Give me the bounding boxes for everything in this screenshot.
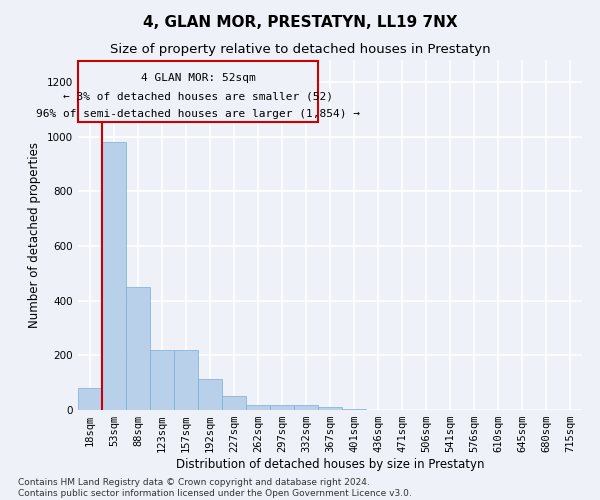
- Bar: [222, 396, 246, 410]
- Bar: [318, 408, 342, 410]
- Y-axis label: Number of detached properties: Number of detached properties: [28, 142, 41, 328]
- Bar: [126, 287, 150, 410]
- Bar: [102, 142, 126, 410]
- Bar: [198, 380, 222, 410]
- Text: 4 GLAN MOR: 52sqm: 4 GLAN MOR: 52sqm: [140, 73, 256, 83]
- Bar: [342, 408, 366, 410]
- Text: Size of property relative to detached houses in Prestatyn: Size of property relative to detached ho…: [110, 42, 490, 56]
- Bar: [150, 350, 174, 410]
- Bar: [294, 405, 318, 410]
- Bar: [270, 405, 294, 410]
- Text: Contains HM Land Registry data © Crown copyright and database right 2024.
Contai: Contains HM Land Registry data © Crown c…: [18, 478, 412, 498]
- Text: 96% of semi-detached houses are larger (1,854) →: 96% of semi-detached houses are larger (…: [36, 108, 360, 118]
- Text: ← 3% of detached houses are smaller (52): ← 3% of detached houses are smaller (52): [63, 92, 333, 102]
- Text: 4, GLAN MOR, PRESTATYN, LL19 7NX: 4, GLAN MOR, PRESTATYN, LL19 7NX: [143, 15, 457, 30]
- Bar: [246, 405, 270, 410]
- Bar: [78, 62, 318, 122]
- X-axis label: Distribution of detached houses by size in Prestatyn: Distribution of detached houses by size …: [176, 458, 484, 471]
- Bar: [78, 388, 102, 410]
- Bar: [174, 350, 198, 410]
